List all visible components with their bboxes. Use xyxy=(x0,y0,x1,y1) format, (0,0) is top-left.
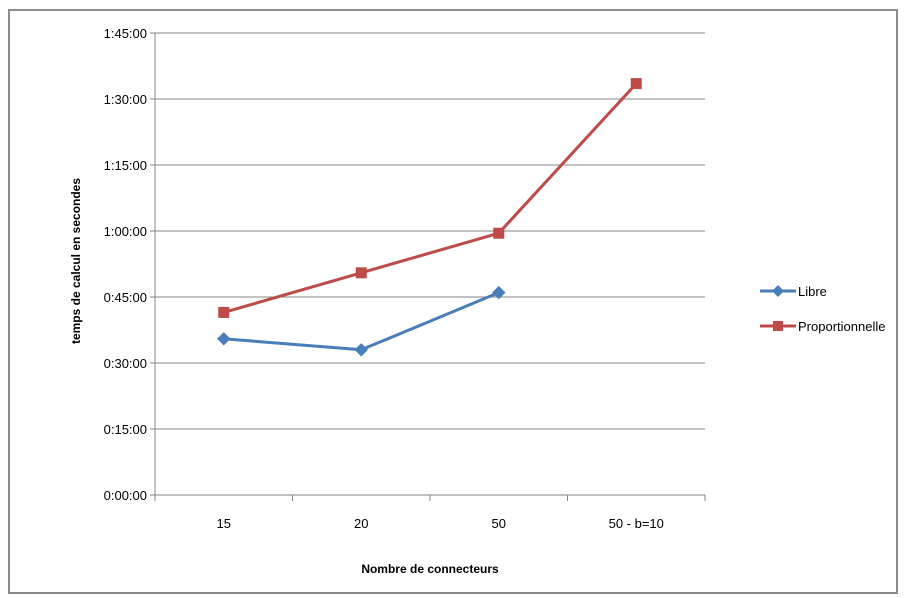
legend-label: Proportionnelle xyxy=(798,319,885,334)
x-tick-label: 50 xyxy=(492,516,506,531)
y-tick-label: 0:15:00 xyxy=(104,422,147,437)
legend-marker xyxy=(772,285,784,297)
y-tick-label: 1:30:00 xyxy=(104,92,147,107)
legend: Libre Proportionnelle xyxy=(760,284,885,334)
y-tick-label: 1:00:00 xyxy=(104,224,147,239)
axes xyxy=(150,32,706,501)
chart-frame xyxy=(8,9,898,594)
gridlines xyxy=(155,32,705,430)
series-line-proportionnelle xyxy=(223,82,638,314)
data-point xyxy=(492,285,506,300)
data-point xyxy=(630,78,642,90)
legend-label: Libre xyxy=(798,284,827,299)
series-layer xyxy=(217,78,642,357)
y-tick-label: 0:00:00 xyxy=(104,488,147,503)
data-point xyxy=(217,332,231,346)
x-tick-label: 50 - b=10 xyxy=(609,516,664,531)
data-point xyxy=(493,227,505,239)
y-tick-label: 1:45:00 xyxy=(104,26,147,41)
data-point xyxy=(355,267,367,279)
data-point xyxy=(354,343,368,357)
legend-marker xyxy=(773,321,783,331)
data-point xyxy=(218,306,230,318)
x-tick-labels: 15 20 50 50 - b=10 xyxy=(217,516,664,531)
x-tick-label: 15 xyxy=(217,516,231,531)
y-axis-title: temps de calcul en secondes xyxy=(69,178,83,344)
y-tick-labels: 0:00:00 0:15:00 0:30:00 0:45:00 1:00:00 1:15:… xyxy=(104,26,147,503)
y-tick-label: 0:30:00 xyxy=(104,356,147,371)
y-tick-label: 0:45:00 xyxy=(104,290,147,305)
x-axis-title: Nombre de connecteurs xyxy=(361,562,499,576)
x-tick-label: 20 xyxy=(354,516,368,531)
y-tick-label: 1:15:00 xyxy=(104,158,147,173)
